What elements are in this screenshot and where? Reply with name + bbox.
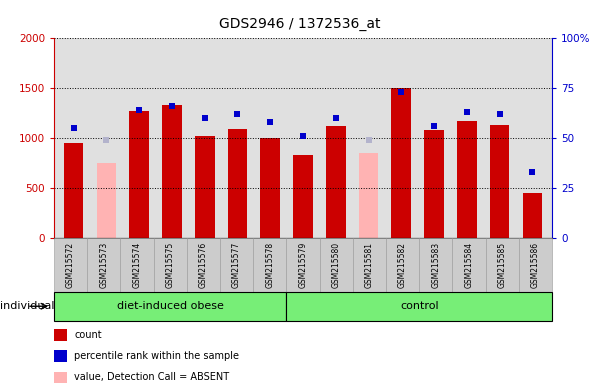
Text: GSM215573: GSM215573 xyxy=(100,242,108,288)
Text: GSM215582: GSM215582 xyxy=(398,242,407,288)
Text: diet-induced obese: diet-induced obese xyxy=(117,301,224,311)
Text: percentile rank within the sample: percentile rank within the sample xyxy=(74,351,239,361)
Bar xyxy=(424,130,444,238)
Text: GSM215576: GSM215576 xyxy=(199,242,208,288)
Text: value, Detection Call = ABSENT: value, Detection Call = ABSENT xyxy=(74,372,230,382)
Text: GSM215581: GSM215581 xyxy=(365,242,374,288)
Text: GSM215583: GSM215583 xyxy=(431,242,440,288)
Bar xyxy=(391,88,411,238)
Text: GSM215574: GSM215574 xyxy=(133,242,142,288)
Bar xyxy=(195,136,215,238)
Text: GSM215572: GSM215572 xyxy=(66,242,75,288)
Bar xyxy=(227,129,247,238)
Text: GSM215578: GSM215578 xyxy=(265,242,274,288)
Bar xyxy=(490,125,509,238)
Text: control: control xyxy=(400,301,439,311)
Text: GSM215575: GSM215575 xyxy=(166,242,175,288)
Text: GSM215586: GSM215586 xyxy=(531,242,540,288)
Bar xyxy=(326,126,346,238)
Bar xyxy=(260,138,280,238)
Text: individual: individual xyxy=(0,301,55,311)
Text: GSM215577: GSM215577 xyxy=(232,242,241,288)
Text: GSM215580: GSM215580 xyxy=(332,242,341,288)
Text: GSM215579: GSM215579 xyxy=(298,242,307,288)
Text: count: count xyxy=(74,330,102,340)
Bar xyxy=(97,163,116,238)
Bar xyxy=(293,155,313,238)
Bar xyxy=(162,105,182,238)
Bar xyxy=(457,121,476,238)
Text: GDS2946 / 1372536_at: GDS2946 / 1372536_at xyxy=(219,17,381,31)
Bar xyxy=(523,193,542,238)
Bar xyxy=(64,143,83,238)
Text: GSM215585: GSM215585 xyxy=(497,242,506,288)
Text: GSM215584: GSM215584 xyxy=(464,242,473,288)
Bar xyxy=(130,111,149,238)
Bar xyxy=(359,153,379,238)
